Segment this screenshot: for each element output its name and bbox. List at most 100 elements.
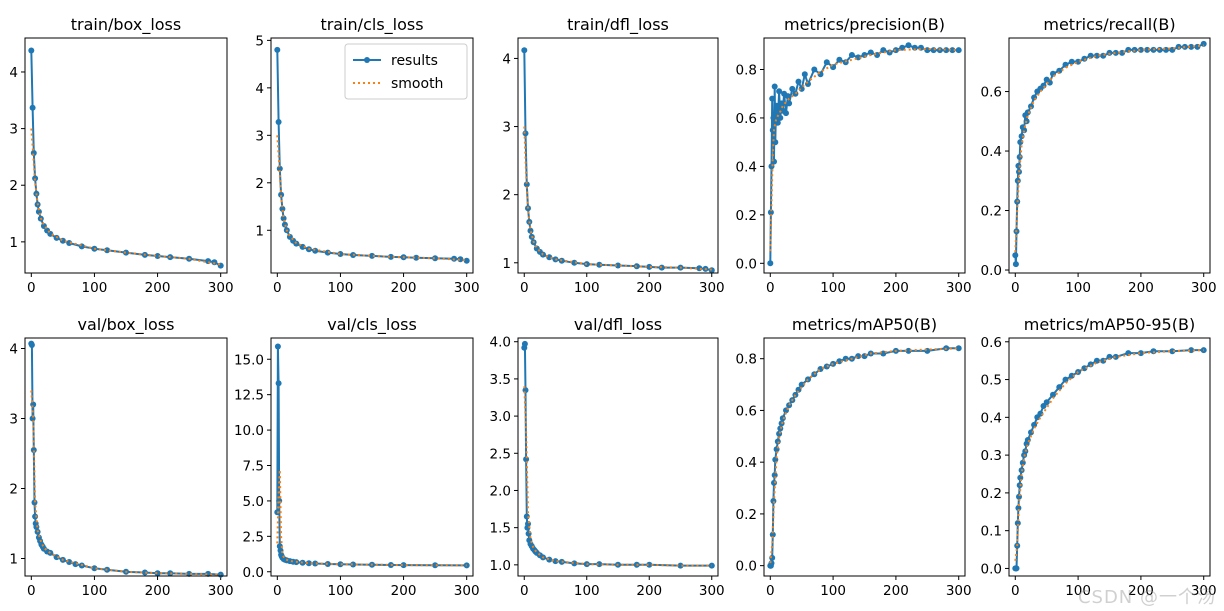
y-tick-label: 3: [9, 412, 18, 428]
y-tick-label: 0.0: [736, 559, 757, 575]
results-point: [28, 342, 35, 348]
chart-title: val/box_loss: [78, 315, 175, 335]
results-point: [1013, 565, 1020, 572]
results-point: [123, 249, 129, 256]
y-tick-label: 7.5: [243, 459, 264, 475]
smooth-line: [1014, 44, 1204, 253]
results-point: [387, 253, 394, 260]
results-point: [811, 66, 818, 73]
results-point: [596, 261, 603, 268]
results-point: [772, 110, 779, 117]
x-tick-label: 300: [699, 280, 725, 296]
x-tick-label: 0: [766, 583, 775, 599]
results-point: [949, 47, 956, 54]
results-point: [413, 254, 420, 261]
results-point: [861, 52, 868, 58]
results-point: [1043, 399, 1050, 406]
chart-panel: train/dfl_loss 0 100 200 300 1 2 3 4: [502, 15, 724, 296]
x-tick-label: 200: [391, 583, 417, 599]
y-tick-label: 4: [255, 81, 264, 97]
smooth-line: [276, 469, 467, 567]
y-tick-label: 3: [255, 128, 264, 144]
results-point: [32, 513, 39, 520]
x-tick-label: 300: [454, 583, 480, 599]
results-point: [275, 119, 282, 125]
x-tick-label: 200: [391, 280, 417, 296]
results-point: [369, 252, 375, 259]
results-point: [463, 257, 470, 264]
y-tick-label: 2: [9, 178, 18, 194]
x-tick-label: 100: [820, 280, 846, 296]
results-point: [28, 47, 35, 54]
results-point: [186, 570, 193, 577]
results-point: [276, 165, 283, 172]
results-point: [776, 430, 783, 437]
results-point: [905, 42, 912, 49]
results-point: [1021, 127, 1028, 134]
results-point: [836, 56, 843, 63]
y-tick-label: 3.5: [490, 372, 511, 388]
results-point: [1062, 376, 1069, 383]
smooth-line: [769, 347, 959, 564]
results-point: [29, 104, 36, 111]
chart-panel: metrics/mAP50(B) 0 100 200 300 0.0 0.2 0.4 0.6 0.…: [736, 315, 972, 599]
y-tick-label: 0.0: [736, 256, 757, 272]
chart-panel: train/box_loss 0 100 200 300 1 2 3 4: [9, 15, 233, 296]
x-tick-label: 300: [454, 280, 480, 296]
smooth-line: [523, 386, 712, 567]
y-tick-label: 0.6: [981, 85, 1002, 101]
y-tick-label: 0.8: [736, 352, 757, 368]
results-point: [337, 251, 344, 257]
smooth-line: [30, 390, 221, 576]
y-tick-label: 1.5: [490, 521, 511, 537]
results-point: [1137, 46, 1144, 53]
x-tick-label: 300: [946, 583, 972, 599]
results-line: [1014, 42, 1205, 266]
results-point: [1031, 421, 1038, 428]
results-point: [1018, 133, 1025, 140]
results-point: [1031, 94, 1038, 101]
results-point: [211, 259, 218, 266]
x-tick-label: 200: [145, 583, 171, 599]
y-tick-label: 0.4: [736, 159, 757, 175]
results-point: [892, 47, 899, 54]
axes-frame: [517, 337, 719, 577]
x-tick-label: 300: [699, 583, 725, 599]
x-tick-label: 200: [145, 280, 171, 296]
results-point: [571, 259, 578, 266]
results-line: [523, 342, 712, 567]
axes-frame: [1008, 337, 1211, 577]
results-point: [867, 49, 874, 56]
results-point: [848, 52, 855, 58]
results-point: [312, 560, 319, 567]
chart-title: metrics/precision(B): [784, 15, 945, 34]
x-tick-label: 100: [1065, 583, 1091, 599]
x-tick-label: 300: [1191, 583, 1217, 599]
results-point: [1068, 58, 1075, 65]
results-line: [523, 50, 713, 272]
y-tick-label: 0.4: [736, 455, 757, 471]
results-point: [78, 243, 85, 250]
results-point: [1188, 347, 1195, 354]
y-tick-label: 12.5: [234, 388, 264, 404]
results-point: [53, 554, 60, 561]
x-tick-label: 100: [1065, 280, 1091, 296]
x-tick-label: 100: [328, 583, 354, 599]
y-tick-label: 0.5: [981, 373, 1002, 389]
results-point: [789, 85, 796, 92]
results-point: [769, 531, 776, 538]
x-tick-label: 300: [946, 280, 972, 296]
results-point: [324, 561, 331, 567]
y-tick-label: 4.0: [490, 335, 511, 351]
chart-title: train/dfl_loss: [567, 15, 669, 35]
chart-title: val/cls_loss: [327, 315, 417, 335]
results-point: [784, 93, 791, 100]
x-tick-label: 200: [883, 280, 909, 296]
chart-panel: train/cls_loss 0 100 200 300 1 2 3 4 5 results smoo…: [255, 15, 479, 296]
y-tick-label: 1.0: [490, 558, 511, 574]
x-tick-label: 0: [273, 583, 282, 599]
results-point: [1015, 505, 1022, 511]
x-tick-label: 0: [273, 280, 282, 296]
chart-panel: val/box_loss 0 100 200 300 1 2 3 4: [9, 315, 233, 599]
